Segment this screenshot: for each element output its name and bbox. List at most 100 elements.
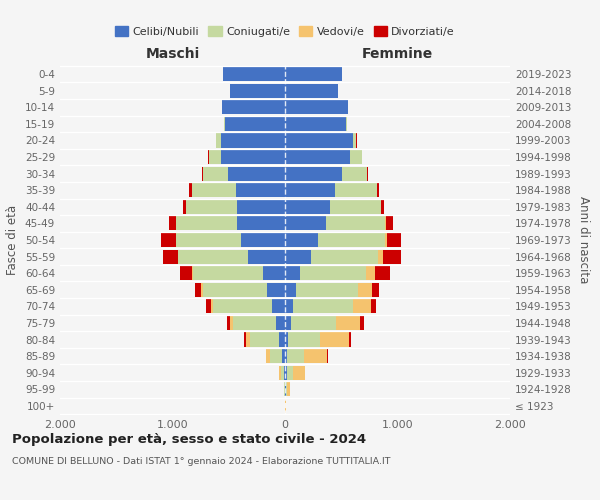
- Bar: [379, 250, 383, 264]
- Bar: [224, 117, 226, 131]
- Bar: [193, 266, 263, 280]
- Bar: [343, 166, 367, 180]
- Bar: [191, 266, 193, 280]
- Bar: [317, 233, 385, 247]
- Bar: [320, 332, 349, 346]
- Bar: [285, 282, 296, 297]
- Bar: [330, 200, 380, 214]
- Bar: [386, 216, 393, 230]
- Bar: [287, 366, 293, 380]
- Bar: [383, 250, 401, 264]
- Legend: Celibi/Nubili, Coniugati/e, Vedovi/e, Divorziati/e: Celibi/Nubili, Coniugati/e, Vedovi/e, Di…: [110, 22, 460, 41]
- Bar: [350, 150, 361, 164]
- Bar: [326, 349, 328, 363]
- Bar: [191, 183, 235, 198]
- Bar: [346, 117, 347, 131]
- Bar: [230, 84, 285, 98]
- Bar: [270, 349, 282, 363]
- Bar: [186, 200, 236, 214]
- Bar: [377, 183, 379, 198]
- Text: Femmine: Femmine: [362, 48, 433, 62]
- Bar: [223, 67, 285, 81]
- Bar: [161, 233, 176, 247]
- Bar: [236, 200, 285, 214]
- Bar: [284, 366, 285, 380]
- Bar: [299, 266, 366, 280]
- Bar: [280, 366, 281, 380]
- Bar: [195, 282, 201, 297]
- Bar: [267, 282, 285, 297]
- Bar: [226, 117, 285, 131]
- Bar: [285, 332, 289, 346]
- Bar: [266, 349, 270, 363]
- Bar: [285, 84, 338, 98]
- Bar: [213, 300, 271, 314]
- Bar: [285, 117, 346, 131]
- Bar: [287, 349, 304, 363]
- Bar: [375, 266, 389, 280]
- Bar: [276, 316, 285, 330]
- Bar: [285, 200, 330, 214]
- Bar: [235, 183, 285, 198]
- Bar: [233, 316, 276, 330]
- Bar: [285, 216, 325, 230]
- Bar: [293, 300, 353, 314]
- Bar: [335, 316, 361, 330]
- Bar: [366, 266, 375, 280]
- Bar: [227, 166, 285, 180]
- Bar: [287, 382, 290, 396]
- Bar: [289, 332, 320, 346]
- Bar: [285, 366, 287, 380]
- Bar: [221, 150, 285, 164]
- Bar: [250, 332, 280, 346]
- Bar: [286, 382, 287, 396]
- Bar: [285, 134, 353, 147]
- Bar: [325, 216, 385, 230]
- Bar: [371, 300, 376, 314]
- Bar: [248, 250, 285, 264]
- Bar: [285, 67, 343, 81]
- Bar: [353, 134, 356, 147]
- Y-axis label: Fasce di età: Fasce di età: [7, 205, 19, 275]
- Text: Popolazione per età, sesso e stato civile - 2024: Popolazione per età, sesso e stato civil…: [12, 432, 366, 446]
- Bar: [296, 282, 358, 297]
- Bar: [290, 316, 335, 330]
- Bar: [311, 250, 379, 264]
- Bar: [361, 316, 364, 330]
- Bar: [263, 266, 285, 280]
- Bar: [271, 300, 285, 314]
- Bar: [285, 349, 287, 363]
- Bar: [221, 134, 285, 147]
- Bar: [285, 233, 317, 247]
- Bar: [190, 183, 191, 198]
- Bar: [280, 332, 285, 346]
- Bar: [202, 166, 203, 180]
- Bar: [201, 282, 203, 297]
- Bar: [371, 282, 379, 297]
- Text: Maschi: Maschi: [145, 48, 200, 62]
- Bar: [236, 216, 285, 230]
- Bar: [335, 183, 377, 198]
- Bar: [293, 366, 305, 380]
- Bar: [206, 300, 211, 314]
- Bar: [217, 134, 221, 147]
- Bar: [182, 200, 186, 214]
- Bar: [176, 216, 236, 230]
- Bar: [285, 100, 348, 114]
- Bar: [285, 300, 293, 314]
- Bar: [178, 250, 248, 264]
- Bar: [203, 166, 227, 180]
- Bar: [285, 150, 350, 164]
- Bar: [285, 183, 335, 198]
- Bar: [169, 216, 176, 230]
- Bar: [385, 233, 388, 247]
- Bar: [181, 266, 191, 280]
- Bar: [211, 300, 213, 314]
- Bar: [304, 349, 326, 363]
- Bar: [358, 282, 371, 297]
- Bar: [285, 316, 290, 330]
- Bar: [163, 250, 178, 264]
- Bar: [353, 300, 371, 314]
- Bar: [176, 233, 241, 247]
- Bar: [381, 200, 384, 214]
